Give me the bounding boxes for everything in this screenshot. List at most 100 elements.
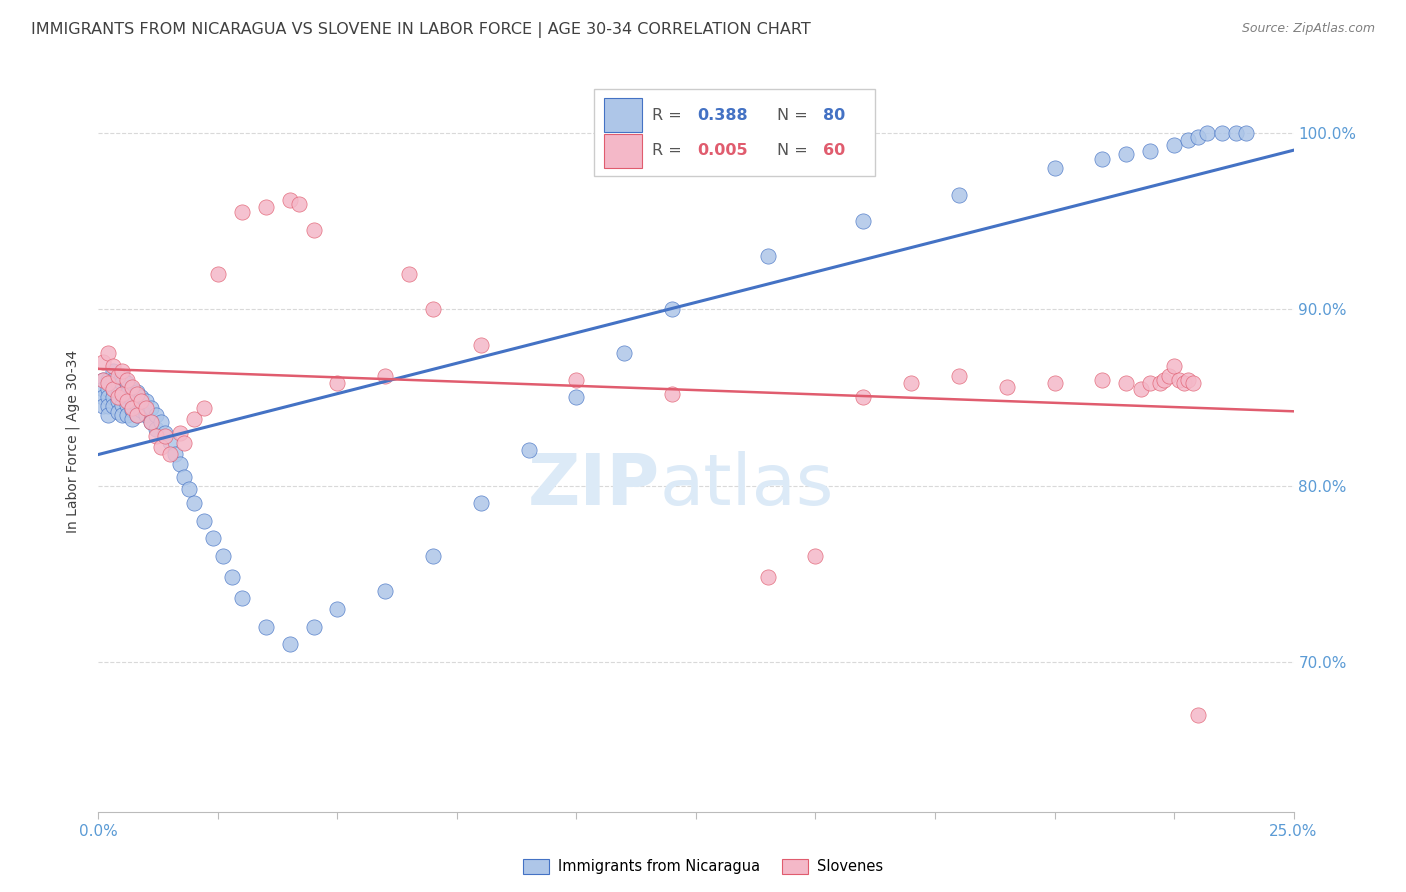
Point — [173, 436, 195, 450]
Point — [145, 429, 167, 443]
Point — [254, 200, 277, 214]
Text: Source: ZipAtlas.com: Source: ZipAtlas.com — [1241, 22, 1375, 36]
Point — [107, 387, 129, 401]
Point — [91, 399, 114, 413]
Point — [470, 496, 492, 510]
Point — [159, 447, 181, 461]
Point — [221, 570, 243, 584]
Point — [1115, 376, 1137, 391]
Point — [115, 397, 138, 411]
Point — [1177, 373, 1199, 387]
Point — [278, 193, 301, 207]
Point — [326, 602, 349, 616]
Point — [278, 637, 301, 651]
Point — [374, 369, 396, 384]
Point — [107, 394, 129, 409]
Point — [1173, 376, 1195, 391]
Point — [91, 373, 114, 387]
Point — [121, 380, 143, 394]
Point — [1153, 373, 1175, 387]
Point — [131, 394, 153, 409]
Point — [101, 359, 124, 373]
FancyBboxPatch shape — [595, 89, 875, 177]
Point — [139, 401, 162, 415]
Point — [107, 376, 129, 391]
Point — [155, 425, 177, 440]
Point — [179, 482, 201, 496]
Point — [211, 549, 233, 563]
Point — [125, 397, 148, 411]
Point — [111, 387, 134, 401]
Point — [1091, 373, 1114, 387]
Point — [207, 267, 229, 281]
Point — [121, 411, 143, 425]
Point — [1182, 376, 1205, 391]
Point — [101, 382, 124, 396]
Point — [173, 470, 195, 484]
Point — [111, 397, 134, 411]
Point — [302, 620, 325, 634]
Point — [111, 364, 134, 378]
Point — [125, 385, 148, 400]
Point — [97, 391, 120, 405]
Point — [613, 346, 636, 360]
Point — [948, 187, 970, 202]
Text: N =: N = — [778, 143, 813, 158]
Point — [1159, 369, 1181, 384]
Point — [326, 376, 349, 391]
Point — [125, 408, 148, 422]
Point — [111, 408, 134, 422]
Point — [115, 408, 138, 422]
Point — [101, 373, 124, 387]
Text: R =: R = — [652, 143, 686, 158]
Point — [91, 382, 114, 396]
Point — [115, 387, 138, 401]
Point — [135, 394, 157, 409]
Point — [115, 394, 138, 409]
Point — [661, 387, 683, 401]
Point — [302, 223, 325, 237]
Point — [1115, 147, 1137, 161]
Point — [107, 391, 129, 405]
Text: ZIP: ZIP — [527, 451, 661, 520]
Point — [111, 376, 134, 391]
Point — [422, 302, 444, 317]
Point — [422, 549, 444, 563]
Point — [661, 302, 683, 317]
Point — [804, 549, 827, 563]
Point — [121, 401, 143, 415]
Text: R =: R = — [652, 108, 686, 122]
Point — [155, 429, 177, 443]
Point — [995, 380, 1018, 394]
Text: IMMIGRANTS FROM NICARAGUA VS SLOVENE IN LABOR FORCE | AGE 30-34 CORRELATION CHAR: IMMIGRANTS FROM NICARAGUA VS SLOVENE IN … — [31, 22, 811, 38]
Point — [1211, 126, 1233, 140]
Point — [91, 355, 114, 369]
Point — [97, 346, 120, 360]
Point — [948, 369, 970, 384]
Point — [900, 376, 922, 391]
Point — [101, 364, 124, 378]
Point — [470, 337, 492, 351]
Point — [1197, 126, 1219, 140]
Point — [1043, 161, 1066, 176]
Point — [159, 434, 181, 449]
Point — [1043, 376, 1066, 391]
Point — [131, 402, 153, 417]
Point — [125, 408, 148, 422]
Point — [97, 376, 120, 391]
Point — [288, 196, 311, 211]
Point — [91, 373, 114, 387]
Point — [169, 458, 191, 472]
Point — [517, 443, 540, 458]
Point — [1163, 359, 1185, 373]
Point — [183, 411, 205, 425]
Y-axis label: In Labor Force | Age 30-34: In Labor Force | Age 30-34 — [65, 350, 80, 533]
Point — [97, 399, 120, 413]
Point — [145, 422, 167, 436]
Point — [101, 391, 124, 405]
Point — [121, 382, 143, 396]
Point — [149, 440, 172, 454]
Point — [756, 249, 779, 263]
FancyBboxPatch shape — [605, 134, 643, 168]
Point — [135, 401, 157, 415]
